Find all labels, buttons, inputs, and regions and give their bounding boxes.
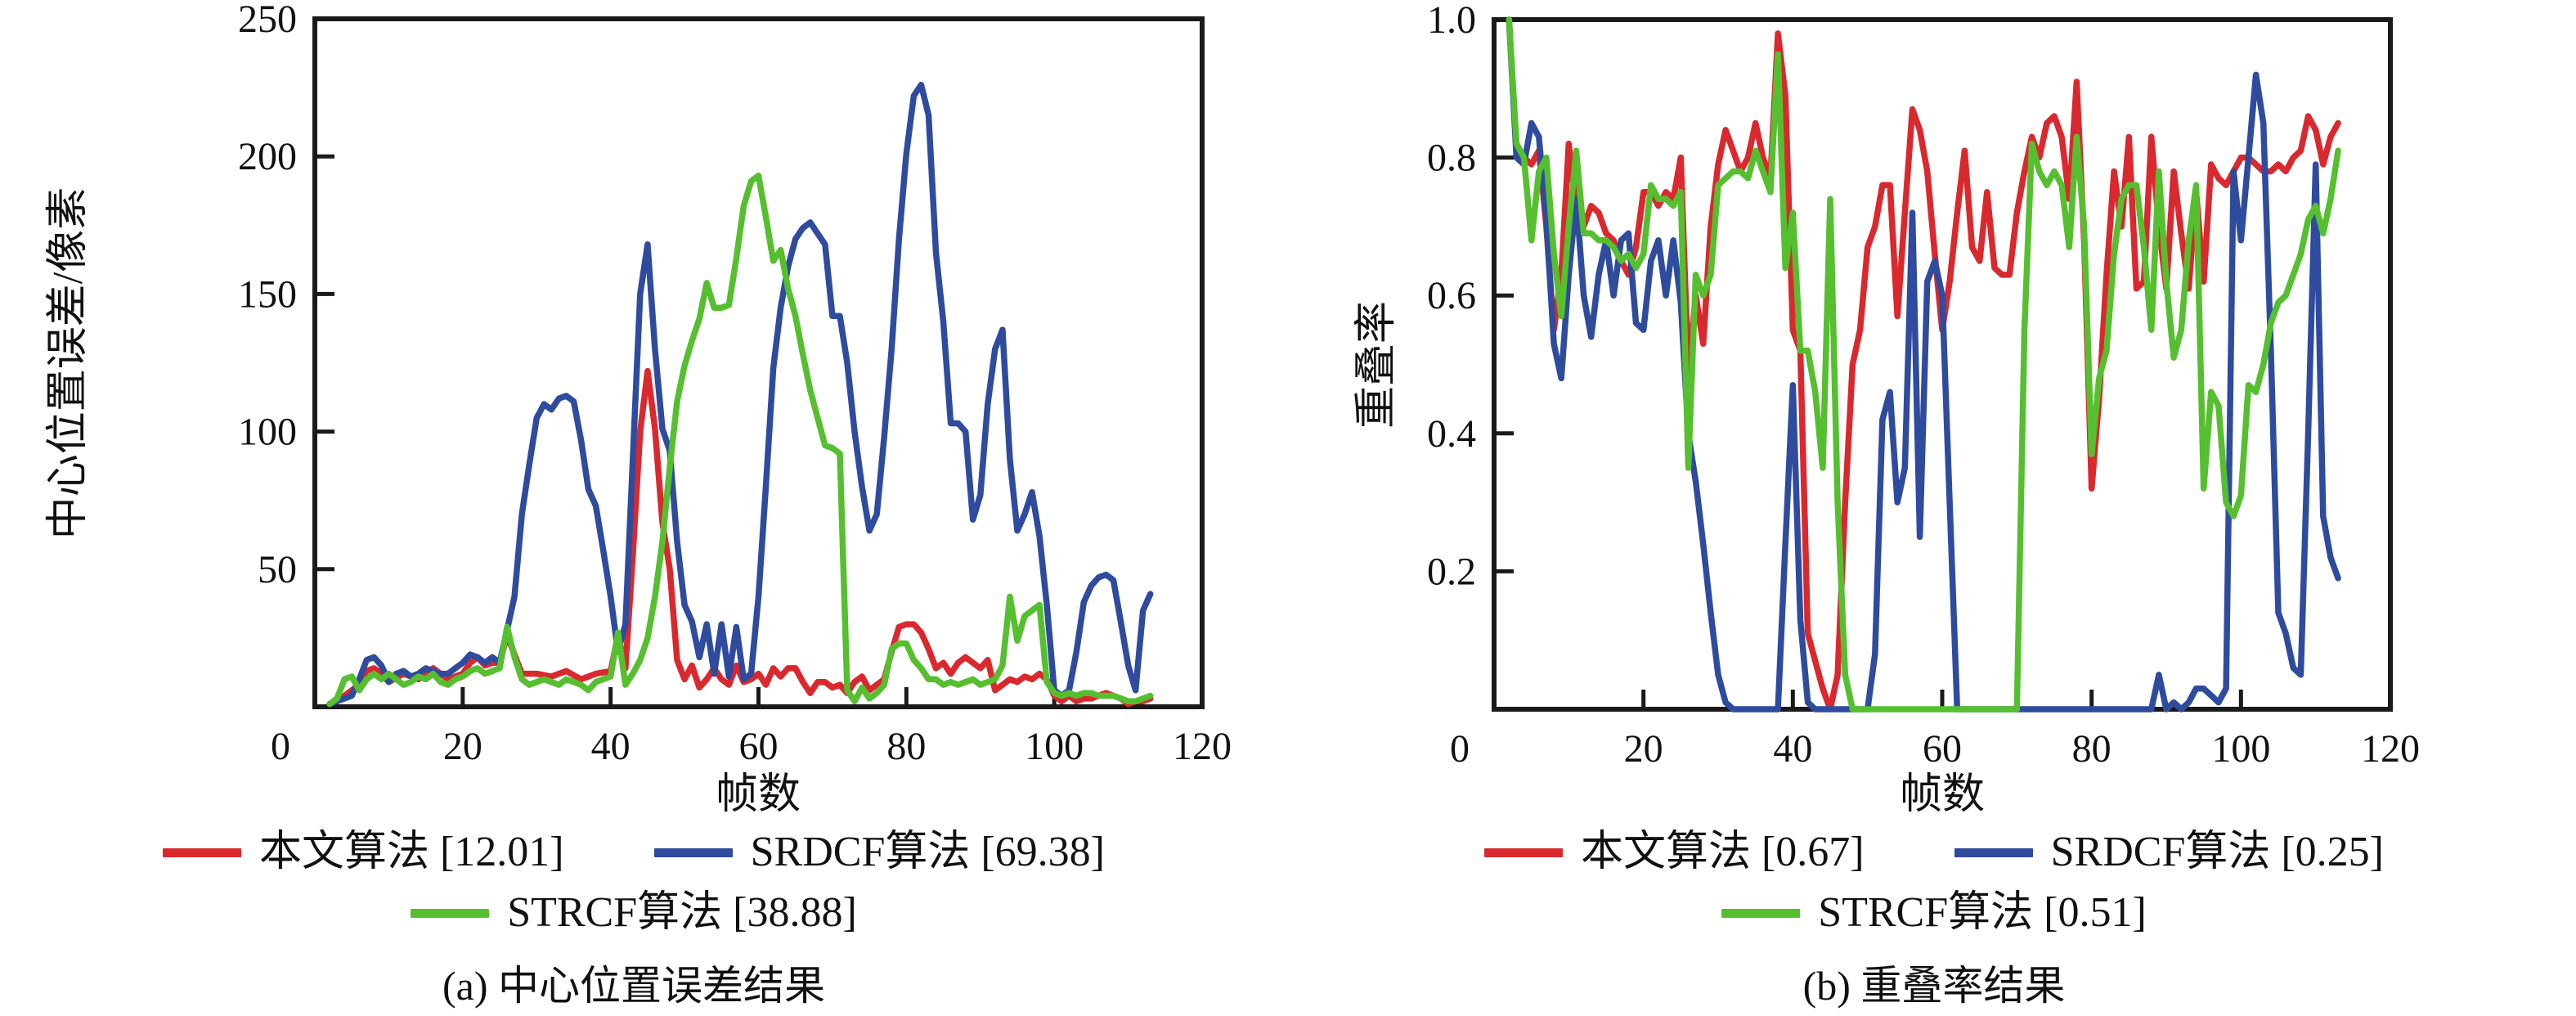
x-tick-label: 120 <box>2361 727 2420 771</box>
y-tick-label: 200 <box>238 135 297 178</box>
legend-label: STRCF算法 [38.88] <box>507 889 857 936</box>
legend-swatch-green <box>411 908 490 918</box>
series-line-STRCF-a <box>326 172 1154 708</box>
x-tick-label: 40 <box>591 725 631 768</box>
legend-label: SRDCF算法 [0.25] <box>2050 829 2385 875</box>
legend-swatch-red <box>1483 847 1563 857</box>
legend-item-strcf-b: STRCF算法 [0.51] <box>1721 888 2147 937</box>
legend-a: 本文算法 [12.01] SRDCF算法 [69.38] STRCF算法 [38… <box>49 828 1218 1009</box>
legend-b-row-1: 本文算法 [0.67] SRDCF算法 [0.25] <box>1483 828 2384 877</box>
x-axis-label-b: 帧数 <box>1900 771 1985 818</box>
x-tick-label: 120 <box>1173 725 1232 768</box>
y-axis-label-b: 重叠率 <box>1353 301 1400 429</box>
x-tick-label: 20 <box>443 725 482 768</box>
x-tick-label: 80 <box>2072 727 2112 771</box>
legend-a-row-1: 本文算法 [12.01] SRDCF算法 [69.38] <box>162 828 1106 877</box>
legend-label: 本文算法 [0.67] <box>1580 829 1865 875</box>
x-tick-label: 60 <box>739 725 779 768</box>
x-tick-label: 60 <box>1923 727 1962 771</box>
legend-a-row-2: STRCF算法 [38.88] <box>411 888 857 937</box>
series-line-SRDCF-a <box>326 81 1154 708</box>
legend-item-srdcf-b: SRDCF算法 [0.25] <box>1954 828 2384 877</box>
caption-a: (a) 中心位置误差结果 <box>442 963 825 1009</box>
x-tick-label: 20 <box>1624 727 1663 771</box>
legend-item-ours-a: 本文算法 [12.01] <box>162 828 564 877</box>
y-axis-label-a: 中心位置误差/像素 <box>45 187 92 539</box>
x-tick-label: 40 <box>1773 727 1812 771</box>
legend-swatch-blue <box>1954 847 2033 857</box>
x-tick-label: 0 <box>271 725 290 768</box>
x-tick-label: 100 <box>1025 725 1084 768</box>
legend-b-row-2: STRCF算法 [0.51] <box>1721 888 2147 937</box>
legend-swatch-red <box>162 847 241 857</box>
legend-swatch-green <box>1721 908 1801 918</box>
series-line-STRCF-b <box>1506 16 2341 713</box>
y-tick-label: 100 <box>238 411 297 454</box>
y-tick-label: 50 <box>258 548 297 591</box>
y-tick-label: 0.6 <box>1427 274 1476 317</box>
legend-item-strcf-a: STRCF算法 [38.88] <box>411 888 857 937</box>
x-tick-label: 100 <box>2211 727 2270 771</box>
y-tick-label: 150 <box>238 272 297 316</box>
legend-b: 本文算法 [0.67] SRDCF算法 [0.25] STRCF算法 [0.51… <box>1333 828 2535 1009</box>
caption-b: (b) 重叠率结果 <box>1802 963 2066 1009</box>
y-tick-label: 0.8 <box>1427 137 1476 180</box>
legend-label: 本文算法 [12.01] <box>258 829 564 875</box>
x-axis-label-a: 帧数 <box>716 771 801 818</box>
y-tick-label: 0.2 <box>1427 550 1476 593</box>
legend-item-srdcf-a: SRDCF算法 [69.38] <box>653 828 1106 877</box>
y-tick-label: 1.0 <box>1427 0 1476 42</box>
series-line-SRDCF-b <box>1506 16 2341 713</box>
x-tick-label: 0 <box>1450 727 1470 771</box>
legend-swatch-blue <box>653 847 733 857</box>
legend-label: SRDCF算法 [69.38] <box>750 829 1106 875</box>
legend-label: STRCF算法 [0.51] <box>1818 889 2147 936</box>
y-tick-label: 250 <box>238 0 297 41</box>
legend-item-ours-b: 本文算法 [0.67] <box>1483 828 1865 877</box>
y-tick-label: 0.4 <box>1427 412 1476 456</box>
x-tick-label: 80 <box>886 725 926 768</box>
